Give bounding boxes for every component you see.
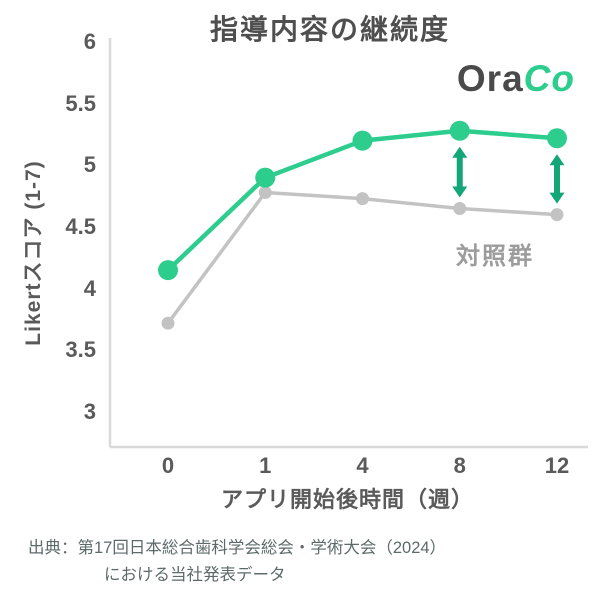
oraco-logo: OraCo	[457, 58, 575, 100]
source-footer: 出典：第17回日本総合歯科学会総会・学術大会（2024） における当社発表データ	[28, 535, 588, 589]
y-tick-label: 3	[83, 399, 96, 424]
data-point-control	[356, 192, 369, 206]
source-footer-line2: における当社発表データ	[104, 566, 286, 585]
y-tick-label: 5	[83, 152, 96, 178]
data-point-control	[550, 208, 564, 222]
x-tick-label: 8	[453, 453, 466, 478]
control-group-label: 対照群	[456, 243, 534, 270]
x-tick-label: 0	[161, 453, 175, 478]
y-tick-label: 6	[83, 29, 96, 54]
gap-arrow-head-down	[452, 186, 468, 198]
data-point-oraco	[255, 167, 276, 188]
y-tick-label: 4	[83, 275, 96, 301]
x-tick-label: 4	[356, 453, 369, 478]
data-point-control	[453, 202, 467, 215]
gap-arrow-head-down	[549, 192, 565, 204]
data-point-control	[161, 316, 175, 330]
logo-part-co: Co	[523, 58, 575, 99]
source-footer-line1: 出典：第17回日本総合歯科学会総会・学術大会（2024）	[28, 539, 447, 557]
chart-title: 指導内容の継続度	[209, 14, 450, 45]
data-point-oraco	[547, 128, 567, 149]
x-axis-label: アプリ開始後時間（週）	[220, 487, 474, 512]
data-point-oraco	[352, 130, 373, 151]
y-tick-label: 4.5	[65, 214, 96, 239]
data-point-oraco	[158, 260, 178, 281]
data-point-oraco	[449, 120, 470, 141]
logo-part-ora: Ora	[456, 58, 524, 99]
y-tick-label: 3.5	[65, 337, 96, 363]
x-tick-label: 1	[259, 453, 272, 478]
y-tick-label: 5.5	[65, 90, 96, 116]
gap-arrow-head-up	[549, 154, 565, 166]
data-point-control	[258, 185, 272, 199]
x-tick-label: 12	[544, 453, 570, 478]
gap-arrow-head-up	[452, 146, 468, 158]
